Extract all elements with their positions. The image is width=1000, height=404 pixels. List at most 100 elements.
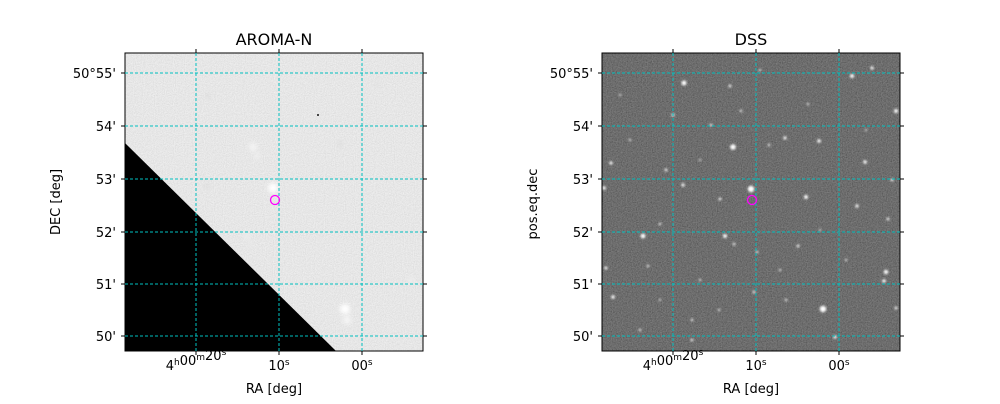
- dss-star: [681, 80, 687, 86]
- dss-star: [717, 308, 721, 312]
- aroma-n-source: [247, 241, 253, 247]
- dss-star: [602, 186, 606, 190]
- dss-star: [640, 233, 646, 239]
- dss-title: DSS: [735, 30, 768, 49]
- dec-tick-label: 54': [96, 120, 116, 135]
- dss-star: [730, 144, 736, 150]
- dss-star: [638, 328, 642, 332]
- dec-tick-label: 50°55': [73, 67, 116, 82]
- dss-star: [658, 222, 662, 226]
- dss-star: [646, 264, 650, 268]
- aroma-n-source: [268, 183, 278, 193]
- dss-star: [894, 306, 898, 310]
- dss-ylabel: pos.eq.dec: [526, 169, 541, 240]
- dss-star: [817, 139, 821, 143]
- dss-star: [804, 195, 808, 199]
- aroma-n-source: [205, 93, 211, 99]
- ra-tick-label: 10s: [745, 358, 767, 374]
- dec-tick-label: 53': [573, 173, 593, 188]
- aroma-n-source: [408, 277, 414, 283]
- aroma-n-xlabel: RA [deg]: [246, 382, 302, 397]
- aroma-n-source: [249, 143, 257, 151]
- dss-axes-frame: [601, 52, 901, 352]
- dss-star: [778, 268, 782, 272]
- dss-star: [886, 217, 890, 221]
- aroma-n-title: AROMA-N: [236, 30, 313, 49]
- dec-tick-label: 52': [573, 226, 593, 241]
- panel-aroma-n: AROMA-N RA [deg] DEC [deg] 50°55'54'53'5…: [49, 30, 427, 397]
- aroma-n-axes-frame: [124, 52, 424, 352]
- dss-star: [755, 250, 759, 254]
- dss-star: [611, 295, 615, 299]
- panel-dss: DSS RA [deg] pos.eq.dec 50°55'54'53'52'5…: [526, 30, 904, 397]
- dss-ticks: [598, 49, 904, 355]
- aroma-n-source: [337, 141, 343, 147]
- dss-star: [690, 338, 694, 342]
- dss-star: [850, 74, 854, 78]
- dec-tick-label: 50': [96, 330, 116, 345]
- dss-dec-tick-labels: 50°55' 54' 53' 52' 51' 50': [550, 67, 593, 345]
- aroma-n-dec-tick-labels: 50°55' 54' 53' 52' 51' 50': [73, 67, 116, 345]
- aroma-n-source: [374, 81, 380, 87]
- dss-star: [819, 305, 827, 313]
- ra-tick-label: 00s: [351, 358, 373, 374]
- dss-star: [883, 269, 889, 275]
- aroma-n-hot-pixel: [317, 114, 319, 116]
- aroma-n-ylabel: DEC [deg]: [49, 169, 64, 235]
- dss-star: [806, 102, 810, 106]
- dss-star: [604, 266, 608, 270]
- dss-target-marker: [746, 194, 758, 206]
- aroma-n-ticks: [121, 49, 427, 355]
- dss-image: [602, 53, 900, 351]
- dec-tick-label: 50': [573, 330, 593, 345]
- dss-star: [752, 290, 756, 294]
- aroma-n-source: [243, 232, 251, 240]
- dss-star: [728, 84, 732, 88]
- dss-star: [723, 234, 727, 238]
- dss-star: [894, 109, 898, 113]
- dss-star: [664, 168, 668, 172]
- dss-star: [796, 244, 800, 248]
- ra-tick-label: 00s: [828, 358, 850, 374]
- dss-star: [758, 68, 762, 72]
- ra-tick-label: 10s: [268, 358, 290, 374]
- dss-star: [870, 66, 874, 70]
- ra-tick-label: 4h00m20s: [166, 348, 227, 374]
- dss-star: [681, 183, 685, 187]
- aroma-n-source: [340, 304, 350, 314]
- dss-star: [784, 298, 788, 302]
- dss-star: [882, 279, 886, 283]
- aroma-n-source: [204, 183, 210, 189]
- aroma-n-source: [254, 153, 260, 159]
- dss-star: [783, 136, 787, 140]
- aroma-n-sources: [204, 81, 414, 324]
- dss-star: [609, 161, 613, 165]
- dec-tick-label: 53': [96, 173, 116, 188]
- dec-tick-label: 52': [96, 226, 116, 241]
- dss-star: [844, 258, 848, 262]
- dss-star: [690, 318, 694, 322]
- aroma-n-target-marker: [269, 194, 281, 206]
- dss-star: [699, 159, 701, 161]
- dss-star: [863, 160, 867, 164]
- dss-xlabel: RA [deg]: [723, 382, 779, 397]
- dss-star: [619, 94, 621, 96]
- aroma-n-no-coverage-region: [125, 143, 336, 351]
- dss-star: [819, 229, 821, 231]
- dec-tick-label: 50°55': [550, 67, 593, 82]
- dec-tick-label: 51': [96, 278, 116, 293]
- aroma-n-image: [125, 53, 423, 351]
- dss-star: [718, 197, 722, 201]
- dss-ra-tick-labels: 4h00m20s 10s 00s: [643, 348, 850, 374]
- dss-star: [628, 138, 632, 142]
- aroma-n-source: [343, 316, 351, 324]
- aroma-n-ra-tick-labels: 4h00m20s 10s 00s: [166, 348, 373, 374]
- dec-tick-label: 51': [573, 278, 593, 293]
- dss-star: [739, 109, 743, 113]
- ra-tick-label: 4h00m20s: [643, 348, 704, 374]
- dss-noise: [602, 53, 900, 351]
- dss-star: [659, 299, 661, 301]
- dec-tick-label: 54': [573, 120, 593, 135]
